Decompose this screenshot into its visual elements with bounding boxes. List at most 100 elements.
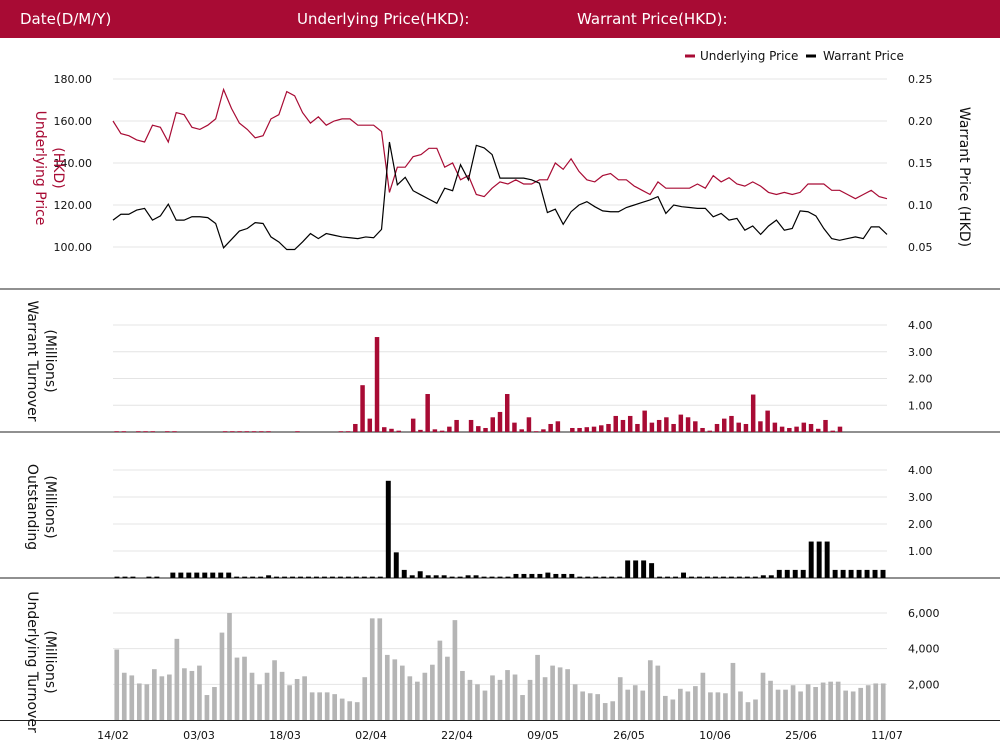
right-axis-tick-label: 0.05 bbox=[908, 241, 933, 254]
underlying-turnover-bar bbox=[347, 701, 353, 720]
underlying-turnover-title: Underlying Turnover (Millions) bbox=[24, 591, 58, 733]
underlying-turnover-bar bbox=[422, 672, 428, 720]
outstanding-bar bbox=[561, 573, 567, 578]
warrant-turnover-bar bbox=[830, 430, 835, 432]
underlying-turnover-bar bbox=[678, 688, 683, 720]
outstanding-bar bbox=[314, 576, 319, 578]
underlying-turnover-bar bbox=[708, 692, 713, 720]
outstanding-title-line: (Millions) bbox=[42, 475, 58, 538]
underlying-turnover-bar bbox=[632, 685, 638, 720]
outstanding-bar bbox=[720, 576, 726, 578]
warrant-turnover-bar bbox=[295, 431, 300, 432]
underlying-turnover-bar bbox=[362, 677, 368, 720]
outstanding-bar bbox=[353, 576, 359, 578]
warrant-turnover-bar bbox=[439, 430, 445, 432]
outstanding-bar bbox=[425, 575, 431, 578]
outstanding-bar bbox=[178, 572, 184, 578]
outstanding-bar bbox=[665, 576, 671, 578]
outstanding-bar bbox=[752, 576, 758, 578]
underlying-turnover-bar bbox=[715, 692, 721, 720]
outstanding-bar bbox=[792, 569, 798, 578]
warrant-turnover-bar bbox=[526, 417, 532, 432]
outstanding-bar bbox=[808, 541, 814, 578]
warrant-turnover-bar bbox=[729, 415, 734, 432]
legend: Underlying Price Warrant Price bbox=[685, 49, 904, 63]
underlying-turnover-bar bbox=[257, 684, 262, 720]
warrant-turnover-bar bbox=[454, 419, 459, 432]
warrant-turnover-bar bbox=[613, 415, 618, 432]
outstanding-bar bbox=[641, 560, 647, 578]
underlying-turnover-bar bbox=[369, 618, 375, 720]
x-axis-tick-label: 03/03 bbox=[183, 729, 215, 742]
underlying-turnover-bar bbox=[309, 692, 315, 720]
outstanding-bar bbox=[681, 572, 686, 578]
outstanding-bar bbox=[154, 576, 160, 578]
warrant-turnover-bar bbox=[512, 422, 517, 432]
underlying-turnover-bar bbox=[730, 662, 736, 720]
warrant-turnover-bar bbox=[382, 427, 387, 432]
outstanding-bar bbox=[736, 576, 742, 578]
outstanding-bar bbox=[345, 576, 351, 578]
underlying-turnover-bar bbox=[775, 689, 781, 720]
outstanding-bar bbox=[712, 576, 718, 578]
warrant-turnover-bar bbox=[266, 431, 271, 432]
outstanding-bar bbox=[760, 575, 766, 578]
warrant-turnover-bar bbox=[121, 431, 127, 432]
outstanding-bar bbox=[194, 572, 200, 578]
underlying-turnover-bar bbox=[565, 669, 570, 720]
underlying-turnover-bar bbox=[399, 665, 405, 720]
warrant-turnover-tick-label: 2.00 bbox=[908, 373, 933, 386]
underlying-turnover-bar bbox=[768, 680, 773, 720]
underlying-turnover-bar bbox=[460, 670, 465, 720]
warrant-turnover-bar bbox=[758, 421, 763, 432]
left-axis-tick-label: 160.00 bbox=[54, 115, 93, 128]
left-axis-title-line: Underlying Price bbox=[32, 111, 48, 226]
warrant-turnover-bar bbox=[671, 423, 676, 432]
underlying-turnover-bar bbox=[572, 684, 578, 720]
warrant-turnover-bar bbox=[476, 426, 481, 432]
outstanding-bar bbox=[114, 576, 120, 578]
underlying-turnover-bar bbox=[685, 691, 691, 720]
underlying-turnover-bar bbox=[617, 677, 623, 720]
warrant-turnover-bar bbox=[150, 431, 156, 432]
left-axis-tick-label: 140.00 bbox=[54, 157, 93, 170]
underlying-turnover-bar bbox=[136, 683, 142, 720]
left-axis-tick-label: 100.00 bbox=[54, 241, 93, 254]
outstanding-bar bbox=[497, 576, 503, 578]
outstanding-bar bbox=[465, 575, 471, 578]
warrant-turnover-bar bbox=[338, 431, 344, 432]
outstanding-bar bbox=[824, 541, 830, 578]
outstanding-bar bbox=[625, 560, 631, 578]
warrant-turnover-bar bbox=[396, 430, 401, 432]
outstanding-bar bbox=[601, 576, 607, 578]
warrant-turnover-bar bbox=[801, 422, 807, 432]
warrant-turnover-bar bbox=[577, 427, 582, 432]
underlying-turnover-bar bbox=[535, 654, 540, 720]
x-axis: 14/02 03/03 18/03 02/04 22/04 09/05 26/05 10/06… bbox=[97, 729, 903, 742]
x-axis-tick-label: 14/02 bbox=[97, 729, 129, 742]
outstanding-bar bbox=[282, 576, 288, 578]
warrant-turnover-bar bbox=[251, 431, 257, 432]
warrant-turnover-bar bbox=[606, 423, 611, 432]
underlying-turnover-bar bbox=[520, 695, 525, 720]
outstanding-tick-label: 4.00 bbox=[908, 464, 933, 477]
underlying-turnover-bar bbox=[595, 694, 601, 720]
warrant-turnover-bar bbox=[345, 431, 351, 432]
underlying-turnover-bar bbox=[858, 687, 864, 720]
outstanding-tick-label: 2.00 bbox=[908, 518, 933, 531]
warrant-turnover-bar bbox=[447, 426, 452, 432]
outstanding-bar bbox=[521, 573, 527, 578]
outstanding-bar bbox=[321, 576, 327, 578]
outstanding-bar bbox=[529, 573, 535, 578]
outstanding-bar bbox=[361, 576, 367, 578]
underlying-turnover-bar bbox=[407, 676, 413, 720]
outstanding-bar bbox=[585, 576, 591, 578]
underlying-turnover-bar bbox=[475, 684, 480, 720]
underlying-turnover-bar bbox=[647, 660, 653, 720]
warrant-turnover-bar bbox=[541, 429, 546, 432]
outstanding-bar bbox=[872, 569, 878, 578]
warrant-turnover-bar bbox=[114, 431, 119, 432]
underlying-turnover-bar bbox=[850, 691, 856, 720]
outstanding-bar bbox=[441, 575, 447, 578]
outstanding-bar bbox=[840, 569, 846, 578]
